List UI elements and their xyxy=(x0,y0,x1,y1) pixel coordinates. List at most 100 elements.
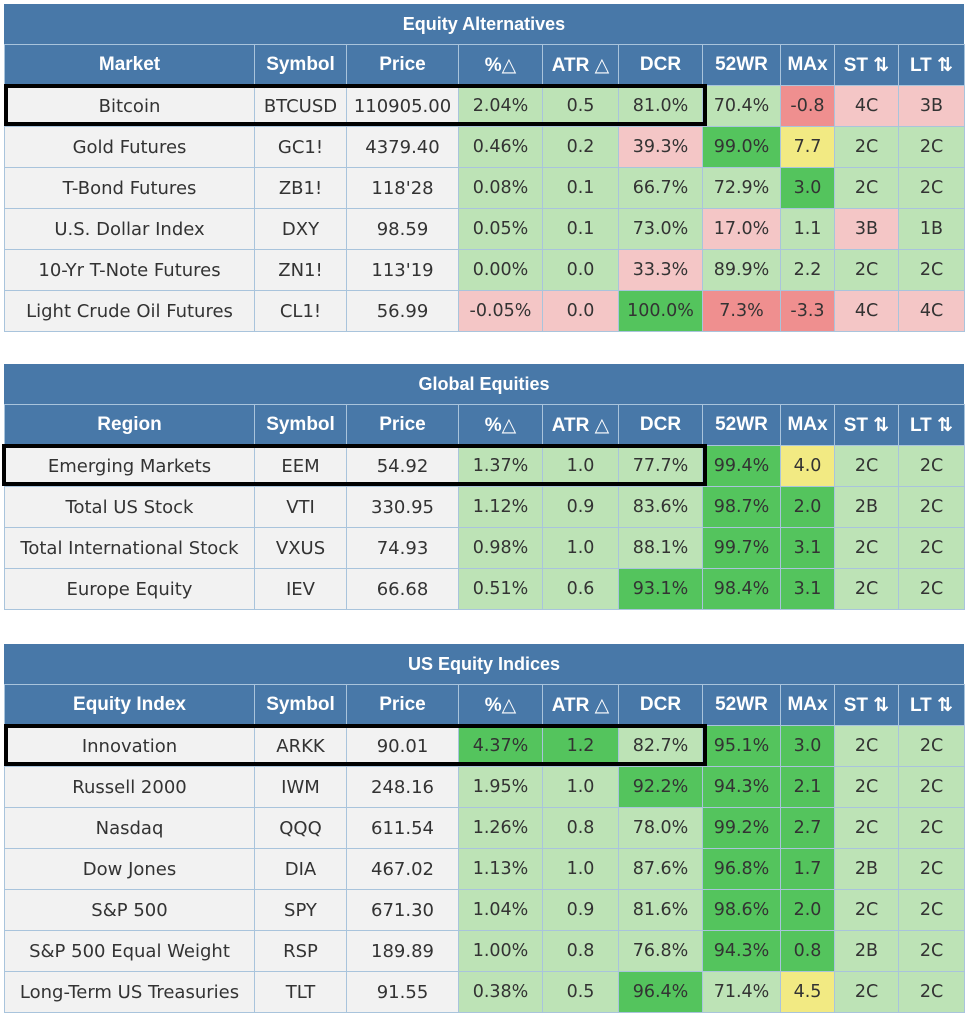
cell-pct-change: 2.04% xyxy=(458,85,543,127)
cell-name: Gold Futures xyxy=(4,126,255,168)
cell-atr-change: 0.8 xyxy=(542,807,619,849)
cell-price: 54.92 xyxy=(346,445,459,487)
cell-pct-change: 1.26% xyxy=(458,807,543,849)
cell-symbol: ARKK xyxy=(254,725,347,767)
header-col-st: ST ⇅ xyxy=(834,684,899,726)
cell-st: 2C xyxy=(834,167,899,209)
table-row: 10-Yr T-Note Futures ZN1! 113'19 0.00% 0.0 33… xyxy=(4,249,965,291)
cell-lt: 2C xyxy=(898,126,965,168)
cell-name: 10-Yr T-Note Futures xyxy=(4,249,255,291)
cell-atr-change: 1.0 xyxy=(542,848,619,890)
header-col-pct-change: %△ xyxy=(458,404,543,446)
cell-name: Total International Stock xyxy=(4,527,255,569)
cell-lt: 2C xyxy=(898,807,965,849)
header-col-max: MAx xyxy=(780,44,835,86)
header-col-dcr: DCR xyxy=(618,44,703,86)
cell-52wr: 98.4% xyxy=(702,568,781,610)
section-global-equities: Global Equities Region Symbol Price %△ ATR △… xyxy=(4,364,965,610)
cell-pct-change: 0.05% xyxy=(458,208,543,250)
cell-dcr: 33.3% xyxy=(618,249,703,291)
section-equity-alternatives: Equity Alternatives Market Symbol Price %△ A… xyxy=(4,4,965,332)
cell-max: 2.7 xyxy=(780,807,835,849)
header-col-max: MAx xyxy=(780,404,835,446)
header-col-st: ST ⇅ xyxy=(834,404,899,446)
cell-52wr: 99.7% xyxy=(702,527,781,569)
cell-price: 467.02 xyxy=(346,848,459,890)
cell-lt: 1B xyxy=(898,208,965,250)
cell-max: 7.7 xyxy=(780,126,835,168)
cell-atr-change: 0.1 xyxy=(542,208,619,250)
cell-atr-change: 0.0 xyxy=(542,249,619,291)
cell-st: 2C xyxy=(834,568,899,610)
cell-symbol: DXY xyxy=(254,208,347,250)
cell-dcr: 73.0% xyxy=(618,208,703,250)
cell-pct-change: 0.38% xyxy=(458,971,543,1013)
cell-price: 189.89 xyxy=(346,930,459,972)
cell-52wr: 98.6% xyxy=(702,889,781,931)
cell-max: 3.1 xyxy=(780,527,835,569)
cell-price: 98.59 xyxy=(346,208,459,250)
cell-price: 671.30 xyxy=(346,889,459,931)
cell-symbol: IEV xyxy=(254,568,347,610)
cell-name: Bitcoin xyxy=(4,85,255,127)
cell-symbol: IWM xyxy=(254,766,347,808)
cell-max: 2.0 xyxy=(780,889,835,931)
cell-symbol: GC1! xyxy=(254,126,347,168)
cell-pct-change: 0.46% xyxy=(458,126,543,168)
cell-pct-change: 1.37% xyxy=(458,445,543,487)
cell-52wr: 72.9% xyxy=(702,167,781,209)
cell-atr-change: 0.9 xyxy=(542,889,619,931)
cell-name: Russell 2000 xyxy=(4,766,255,808)
table-row: U.S. Dollar Index DXY 98.59 0.05% 0.1 73.0% 17… xyxy=(4,208,965,250)
section-title: Global Equities xyxy=(4,364,964,404)
section-title: US Equity Indices xyxy=(4,644,964,684)
header-col-atr-change: ATR △ xyxy=(542,684,619,726)
cell-pct-change: -0.05% xyxy=(458,290,543,332)
section-title: Equity Alternatives xyxy=(4,4,964,44)
cell-name: Innovation xyxy=(4,725,255,767)
cell-atr-change: 0.8 xyxy=(542,930,619,972)
header-col-52wr: 52WR xyxy=(702,684,781,726)
cell-st: 2B xyxy=(834,848,899,890)
cell-dcr: 76.8% xyxy=(618,930,703,972)
cell-price: 118'28 xyxy=(346,167,459,209)
cell-52wr: 71.4% xyxy=(702,971,781,1013)
cell-st: 2C xyxy=(834,445,899,487)
header-col-name: Equity Index xyxy=(4,684,255,726)
cell-symbol: QQQ xyxy=(254,807,347,849)
table-row: S&P 500 SPY 671.30 1.04% 0.9 81.6% 98.6% 2.0 2C 2… xyxy=(4,889,965,931)
cell-atr-change: 0.9 xyxy=(542,486,619,528)
table-us-equity-indices: Equity Index Symbol Price %△ ATR △ DCR 52WR MAx… xyxy=(4,684,965,1013)
header-col-dcr: DCR xyxy=(618,684,703,726)
cell-dcr: 81.0% xyxy=(618,85,703,127)
cell-symbol: CL1! xyxy=(254,290,347,332)
cell-52wr: 89.9% xyxy=(702,249,781,291)
cell-pct-change: 1.00% xyxy=(458,930,543,972)
cell-dcr: 77.7% xyxy=(618,445,703,487)
cell-atr-change: 0.1 xyxy=(542,167,619,209)
header-col-price: Price xyxy=(346,44,459,86)
cell-price: 90.01 xyxy=(346,725,459,767)
header-col-symbol: Symbol xyxy=(254,44,347,86)
table-row: Total International Stock VXUS 74.93 0.98% 1… xyxy=(4,527,965,569)
cell-st: 2B xyxy=(834,486,899,528)
cell-symbol: TLT xyxy=(254,971,347,1013)
table-row: Long-Term US Treasuries TLT 91.55 0.38% 0.5 9… xyxy=(4,971,965,1013)
cell-atr-change: 1.0 xyxy=(542,766,619,808)
cell-symbol: ZB1! xyxy=(254,167,347,209)
cell-lt: 2C xyxy=(898,725,965,767)
cell-dcr: 92.2% xyxy=(618,766,703,808)
cell-name: S&P 500 Equal Weight xyxy=(4,930,255,972)
cell-pct-change: 1.13% xyxy=(458,848,543,890)
cell-52wr: 94.3% xyxy=(702,766,781,808)
cell-atr-change: 0.2 xyxy=(542,126,619,168)
cell-lt: 2C xyxy=(898,486,965,528)
cell-st: 2C xyxy=(834,725,899,767)
cell-dcr: 78.0% xyxy=(618,807,703,849)
cell-52wr: 17.0% xyxy=(702,208,781,250)
header-col-name: Market xyxy=(4,44,255,86)
cell-52wr: 99.0% xyxy=(702,126,781,168)
cell-name: S&P 500 xyxy=(4,889,255,931)
header-col-dcr: DCR xyxy=(618,404,703,446)
cell-pct-change: 0.98% xyxy=(458,527,543,569)
